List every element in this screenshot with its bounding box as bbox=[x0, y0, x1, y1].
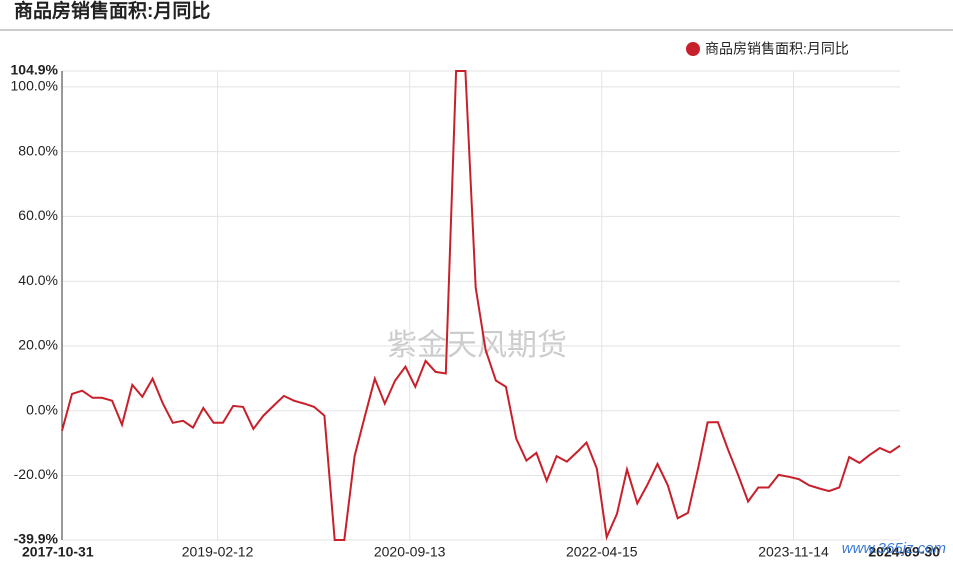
site-watermark: www.365jz.com bbox=[842, 540, 946, 557]
y-tick-label: 100.0% bbox=[11, 78, 58, 94]
x-tick-label: 2017-10-31 bbox=[22, 544, 94, 560]
x-tick-label: 2022-04-15 bbox=[566, 544, 638, 560]
x-tick-label: 2024-09-30 bbox=[868, 544, 940, 560]
y-tick-label: -39.9% bbox=[14, 531, 59, 547]
y-tick-label: 0.0% bbox=[26, 401, 58, 417]
x-tick-label: 2019-02-12 bbox=[182, 544, 254, 560]
y-tick-label: 104.9% bbox=[11, 62, 59, 78]
y-tick-label: 20.0% bbox=[18, 337, 58, 353]
y-tick-label: 40.0% bbox=[18, 272, 58, 288]
data-line bbox=[61, 70, 901, 541]
y-tick-label: -20.0% bbox=[14, 466, 58, 482]
x-tick-label: 2023-11-14 bbox=[758, 544, 829, 560]
chart-title: 商品房销售面积:月同比 bbox=[14, 0, 210, 22]
y-tick-label: 80.0% bbox=[18, 142, 58, 158]
y-tick-label: 60.0% bbox=[18, 207, 58, 223]
legend-label: 商品房销售面积:月同比 bbox=[705, 41, 849, 57]
legend-marker bbox=[686, 42, 700, 56]
watermark: 紫金天风期货 bbox=[387, 329, 567, 362]
x-tick-label: 2020-09-13 bbox=[374, 544, 446, 560]
